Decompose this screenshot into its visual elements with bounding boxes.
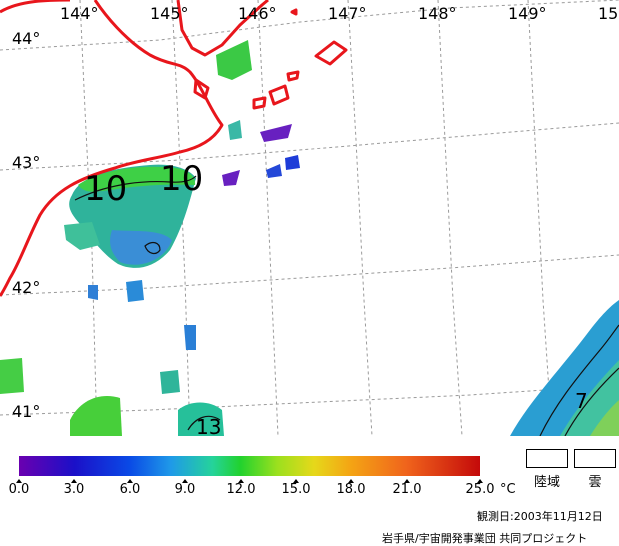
lon-line-149 [527, 0, 553, 436]
lat-label-43: 43° [12, 153, 40, 172]
map-canvas: 144° 145° 146° 147° 148° 149° 15 44° 43°… [0, 0, 619, 436]
contour-line-small [144, 241, 161, 255]
colorbar-tick [71, 479, 77, 483]
lat-label-41: 41° [12, 402, 40, 421]
contour-label-13: 13 [196, 415, 221, 436]
contour-label-10-east: 10 [160, 159, 203, 199]
lon-label-150: 15 [598, 4, 618, 23]
lat-label-42: 42° [12, 278, 40, 297]
colorbar-label-9: 9.0 [174, 482, 196, 497]
contour-label-10-west: 10 [84, 169, 127, 209]
contour-label-7: 7 [575, 389, 588, 413]
coastline-hokkaido-east [0, 0, 224, 297]
lat-label-44: 44° [12, 29, 40, 48]
project-credit: 岩手県/宇宙開発事業団 共同プロジェクト [382, 532, 588, 545]
land-legend-swatch [526, 449, 568, 468]
sst-map: 144° 145° 146° 147° 148° 149° 15 44° 43°… [0, 0, 619, 436]
observation-date: 観測日:2003年11月12日 [477, 510, 603, 523]
lon-line-148 [437, 0, 463, 436]
colorbar-tick [404, 479, 410, 483]
colorbar-tick [477, 479, 483, 483]
land-legend-label: 陸域 [533, 475, 560, 490]
cloud-legend-label: 雲 [588, 475, 602, 490]
lon-label-146: 146° [238, 4, 277, 23]
colorbar-tick [16, 479, 22, 483]
contour-line-7b [564, 367, 619, 436]
colorbar-label-3: 3.0 [63, 482, 85, 497]
island-c [268, 84, 290, 106]
sst-patches [0, 40, 619, 436]
cloud-legend-swatch [574, 449, 616, 468]
lat-line-44 [0, 0, 619, 51]
coastline-north [0, 0, 71, 14]
lat-line-43 [0, 122, 619, 171]
lon-label-144: 144° [60, 4, 99, 23]
coastline-shiretoko [176, 0, 269, 57]
colorbar-tick [348, 479, 354, 483]
island-f [290, 8, 298, 16]
island-e [314, 40, 348, 66]
island-d [286, 70, 300, 82]
contour-line-7a [539, 324, 619, 436]
colorbar-label-12: 12.0 [226, 482, 256, 497]
colorbar-label-6: 6.0 [119, 482, 141, 497]
colorbar-label-15: 15.0 [281, 482, 311, 497]
lon-label-148: 148° [418, 4, 457, 23]
colorbar-label-21: 21.0 [392, 482, 422, 497]
contour-line-13 [187, 415, 221, 431]
colorbar-label-25: 25.0 [465, 482, 495, 497]
lat-line-41 [0, 384, 619, 416]
lon-label-147: 147° [328, 4, 367, 23]
lon-label-149: 149° [508, 4, 547, 23]
colorbar-unit: °C [500, 482, 516, 497]
latitude-labels: 44° 43° 42° 41° [12, 29, 40, 421]
lon-label-145: 145° [150, 4, 189, 23]
lat-line-42 [0, 254, 619, 296]
island-b [252, 96, 267, 110]
colorbar-tick [238, 479, 244, 483]
colorbar-tick [182, 479, 188, 483]
colorbar-tick [127, 479, 133, 483]
contour-line-10 [74, 175, 197, 201]
lon-line-146 [257, 0, 279, 436]
coastline [0, 0, 348, 297]
graticule [0, 0, 619, 436]
colorbar-label-18: 18.0 [336, 482, 366, 497]
contour-lines [74, 175, 619, 436]
longitude-labels: 144° 145° 146° 147° 148° 149° 15 [60, 4, 618, 23]
colorbar [19, 456, 480, 476]
island-a [193, 78, 210, 100]
colorbar-label-0: 0.0 [8, 482, 30, 497]
lon-line-147 [347, 0, 373, 436]
colorbar-tick [293, 479, 299, 483]
